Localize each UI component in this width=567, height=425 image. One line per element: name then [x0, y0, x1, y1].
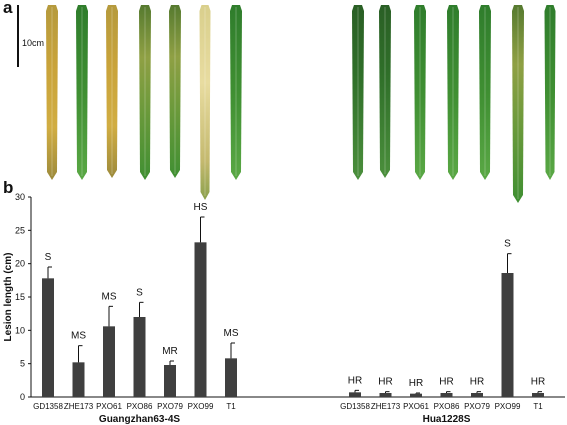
- group-label: Guangzhan63-4S: [99, 414, 180, 425]
- data-annotation: HR: [348, 375, 362, 386]
- leaf-2: [76, 5, 88, 180]
- y-tick-label: 25: [15, 225, 25, 235]
- panel-b-label: b: [3, 178, 14, 197]
- x-tick-label: ZHE173: [64, 402, 94, 411]
- bar: [532, 393, 544, 397]
- scale-bar-label: 10cm: [22, 38, 45, 48]
- x-tick-label: PXO86: [434, 402, 460, 411]
- x-tick-label: PXO99: [188, 402, 214, 411]
- leaf-12: [479, 5, 491, 180]
- data-annotation: S: [136, 287, 143, 298]
- x-tick-label: T1: [226, 402, 236, 411]
- data-annotation: S: [504, 239, 511, 250]
- bar: [349, 392, 361, 397]
- leaf-1: [46, 5, 58, 180]
- data-annotation: HR: [470, 377, 484, 388]
- scale-bar: [17, 5, 19, 67]
- leaf-6: [199, 5, 211, 200]
- bar: [471, 393, 483, 397]
- data-annotation: MS: [102, 291, 117, 302]
- y-tick-label: 10: [15, 325, 25, 335]
- bar: [440, 393, 453, 397]
- data-annotation: HR: [531, 377, 545, 388]
- bar: [42, 278, 54, 397]
- x-tick-label: PXO99: [495, 402, 521, 411]
- leaf-photographs: [46, 5, 556, 203]
- y-tick-label: 15: [15, 292, 25, 302]
- panel-a-label: a: [3, 0, 13, 17]
- x-tick-label: T1: [533, 402, 543, 411]
- bar: [501, 273, 514, 397]
- bar: [194, 242, 207, 397]
- leaf-13: [512, 5, 524, 203]
- data-annotation: MS: [71, 331, 86, 342]
- bar: [225, 358, 237, 397]
- leaf-14: [544, 5, 556, 180]
- leaf-9: [379, 5, 391, 178]
- x-tick-label: GD1358: [340, 402, 370, 411]
- bar: [164, 365, 176, 397]
- y-tick-label: 30: [15, 192, 25, 202]
- leaf-8: [352, 5, 364, 180]
- data-annotation: MS: [224, 328, 239, 339]
- data-annotation: HR: [378, 377, 392, 388]
- data-annotation: MR: [162, 346, 178, 357]
- y-tick-label: 20: [15, 259, 25, 269]
- leaf-5: [169, 5, 181, 178]
- leaf-11: [447, 5, 459, 180]
- leaf-7: [230, 5, 242, 180]
- bar: [410, 393, 422, 397]
- data-annotation: HS: [194, 202, 208, 213]
- y-axis-label: Lesion length (cm): [3, 253, 14, 342]
- bar: [103, 326, 115, 397]
- x-tick-label: PXO79: [464, 402, 490, 411]
- leaf-10: [414, 5, 426, 180]
- x-tick-label: GD1358: [33, 402, 63, 411]
- y-tick-label: 0: [20, 392, 25, 402]
- x-tick-label: PXO61: [96, 402, 122, 411]
- x-tick-label: PXO79: [157, 402, 183, 411]
- bar: [379, 393, 392, 397]
- x-tick-label: ZHE173: [371, 402, 401, 411]
- bar: [72, 362, 85, 397]
- data-annotation: S: [45, 252, 52, 263]
- leaf-3: [106, 5, 118, 178]
- data-annotation: HR: [409, 378, 423, 389]
- x-tick-label: PXO86: [127, 402, 153, 411]
- group-label: Hua1228S: [423, 414, 471, 425]
- leaf-4: [139, 5, 151, 180]
- bar: [133, 317, 146, 397]
- x-tick-label: PXO61: [403, 402, 429, 411]
- y-tick-label: 5: [20, 359, 25, 369]
- data-annotation: HR: [439, 377, 453, 388]
